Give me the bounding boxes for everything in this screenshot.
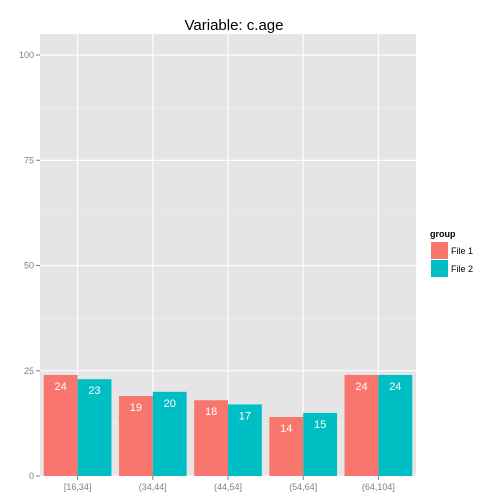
x-axis: [16,34] (34,44] (44,54] (54,64] (64,104] bbox=[64, 476, 395, 492]
bars bbox=[43, 374, 413, 476]
data-label: 24 bbox=[55, 381, 67, 393]
y-tick-label: 100 bbox=[19, 50, 34, 60]
data-label: 24 bbox=[355, 381, 367, 393]
x-tick-label: (44,54] bbox=[214, 482, 242, 492]
legend-label: File 2 bbox=[451, 264, 473, 274]
chart-title: Variable: c.age bbox=[185, 17, 284, 34]
y-tick-label: 50 bbox=[24, 261, 34, 271]
legend-swatch bbox=[431, 260, 448, 277]
data-labels: 24 19 18 14 24 23 20 17 15 24 bbox=[55, 381, 402, 435]
data-label: 18 bbox=[205, 406, 217, 418]
bar bbox=[378, 374, 413, 476]
y-tick-label: 75 bbox=[24, 155, 34, 165]
bar bbox=[43, 374, 78, 476]
data-label: 14 bbox=[280, 423, 292, 435]
y-tick-label: 25 bbox=[24, 366, 34, 376]
y-axis: 0 25 50 75 100 bbox=[19, 50, 40, 481]
bar bbox=[269, 417, 304, 476]
bar bbox=[344, 374, 379, 476]
bar bbox=[228, 404, 262, 476]
bar bbox=[303, 412, 338, 476]
bar bbox=[194, 400, 228, 476]
x-tick-label: [16,34] bbox=[64, 482, 92, 492]
x-tick-label: (64,104] bbox=[362, 482, 395, 492]
legend: group File 1 File 2 bbox=[430, 229, 473, 277]
data-label: 24 bbox=[389, 381, 401, 393]
y-tick-label: 0 bbox=[29, 471, 34, 481]
data-label: 19 bbox=[130, 402, 142, 414]
legend-title: group bbox=[430, 229, 456, 239]
x-tick-label: (54,64] bbox=[289, 482, 317, 492]
x-tick-label: (34,44] bbox=[139, 482, 167, 492]
data-label: 20 bbox=[164, 398, 176, 410]
data-label: 23 bbox=[88, 385, 100, 397]
bar bbox=[118, 396, 153, 476]
legend-label: File 1 bbox=[451, 246, 473, 256]
bar bbox=[77, 379, 112, 476]
data-label: 17 bbox=[239, 410, 251, 422]
bar bbox=[152, 391, 187, 476]
legend-swatch bbox=[431, 242, 448, 259]
data-label: 15 bbox=[314, 419, 326, 431]
